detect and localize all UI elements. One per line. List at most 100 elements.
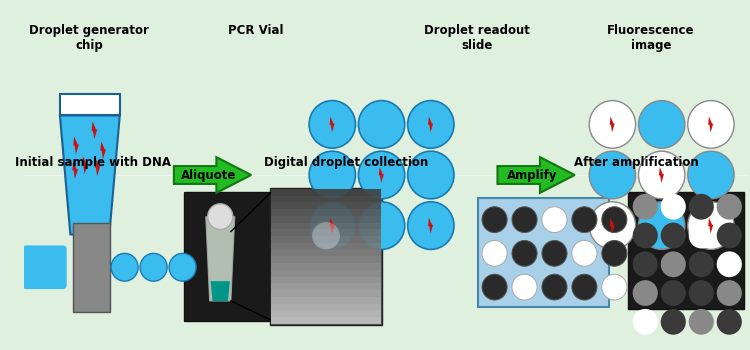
Circle shape [688, 151, 734, 199]
Bar [272, 297, 380, 303]
Bar [272, 250, 380, 256]
Circle shape [590, 151, 635, 199]
Circle shape [688, 280, 714, 306]
Bar [272, 209, 380, 216]
Bar [74, 223, 110, 312]
Circle shape [111, 253, 138, 281]
Polygon shape [428, 218, 433, 233]
Text: Initial sample with DNA: Initial sample with DNA [15, 156, 171, 169]
Bar [272, 256, 380, 263]
Circle shape [358, 151, 405, 199]
Circle shape [208, 204, 232, 230]
Circle shape [633, 194, 658, 220]
Polygon shape [100, 141, 106, 159]
Circle shape [638, 151, 685, 199]
Bar [272, 189, 380, 196]
Polygon shape [659, 167, 664, 183]
Bar [272, 276, 380, 284]
Bar [272, 196, 380, 202]
Text: Amplify: Amplify [507, 168, 557, 182]
Text: Fluorescence
image: Fluorescence image [607, 24, 694, 52]
Bar [272, 263, 380, 270]
Bar [272, 310, 380, 317]
Circle shape [688, 100, 734, 148]
Text: Droplet readout
slide: Droplet readout slide [424, 24, 530, 52]
Text: Aliquote: Aliquote [181, 168, 236, 182]
Circle shape [309, 202, 356, 250]
Polygon shape [206, 217, 235, 301]
Circle shape [717, 309, 742, 335]
Circle shape [590, 202, 635, 250]
Bar [272, 216, 380, 223]
Polygon shape [497, 157, 574, 193]
Circle shape [688, 309, 714, 335]
Polygon shape [708, 218, 713, 233]
Circle shape [633, 223, 658, 248]
Polygon shape [72, 161, 78, 179]
Bar [272, 317, 380, 324]
Text: After amplification: After amplification [574, 156, 699, 169]
Circle shape [572, 274, 597, 300]
Circle shape [688, 202, 734, 250]
Circle shape [482, 274, 507, 300]
Circle shape [309, 151, 356, 199]
Bar [628, 192, 744, 309]
Circle shape [638, 202, 685, 250]
Circle shape [633, 309, 658, 335]
Bar [271, 188, 382, 325]
Bar [272, 236, 380, 243]
Circle shape [590, 100, 635, 148]
Bar [272, 229, 380, 236]
Circle shape [140, 253, 167, 281]
Circle shape [512, 240, 537, 266]
Circle shape [717, 194, 742, 220]
Circle shape [633, 251, 658, 277]
Polygon shape [174, 157, 251, 193]
Polygon shape [94, 158, 100, 176]
Text: PCR Vial: PCR Vial [228, 24, 284, 37]
Circle shape [661, 251, 686, 277]
Polygon shape [329, 117, 334, 132]
Circle shape [602, 240, 627, 266]
Bar [184, 192, 285, 321]
Circle shape [358, 100, 405, 148]
Bar [272, 290, 380, 297]
Circle shape [512, 207, 537, 232]
Text: Droplet generator
chip: Droplet generator chip [29, 24, 149, 52]
Circle shape [717, 280, 742, 306]
Circle shape [638, 100, 685, 148]
Circle shape [572, 240, 597, 266]
Ellipse shape [312, 222, 340, 250]
Polygon shape [610, 218, 615, 233]
Circle shape [408, 151, 454, 199]
Circle shape [309, 100, 356, 148]
Bar [272, 223, 380, 229]
Polygon shape [428, 117, 433, 132]
Polygon shape [379, 167, 384, 183]
Polygon shape [60, 116, 120, 234]
Circle shape [661, 309, 686, 335]
Bar [272, 202, 380, 209]
Bar [272, 270, 380, 276]
Circle shape [688, 223, 714, 248]
Text: Digital droplet collection: Digital droplet collection [265, 156, 429, 169]
Circle shape [542, 274, 567, 300]
Bar [478, 198, 608, 307]
Circle shape [572, 207, 597, 232]
FancyBboxPatch shape [22, 245, 67, 289]
Circle shape [358, 202, 405, 250]
Polygon shape [610, 117, 615, 132]
Polygon shape [211, 281, 230, 301]
Circle shape [661, 194, 686, 220]
Circle shape [661, 223, 686, 248]
Bar [272, 303, 380, 310]
Circle shape [542, 207, 567, 232]
Bar [272, 284, 380, 290]
Circle shape [602, 274, 627, 300]
Circle shape [482, 207, 507, 232]
Bar [60, 94, 120, 116]
Polygon shape [708, 117, 713, 132]
Circle shape [542, 240, 567, 266]
Circle shape [482, 240, 507, 266]
Polygon shape [92, 121, 98, 139]
